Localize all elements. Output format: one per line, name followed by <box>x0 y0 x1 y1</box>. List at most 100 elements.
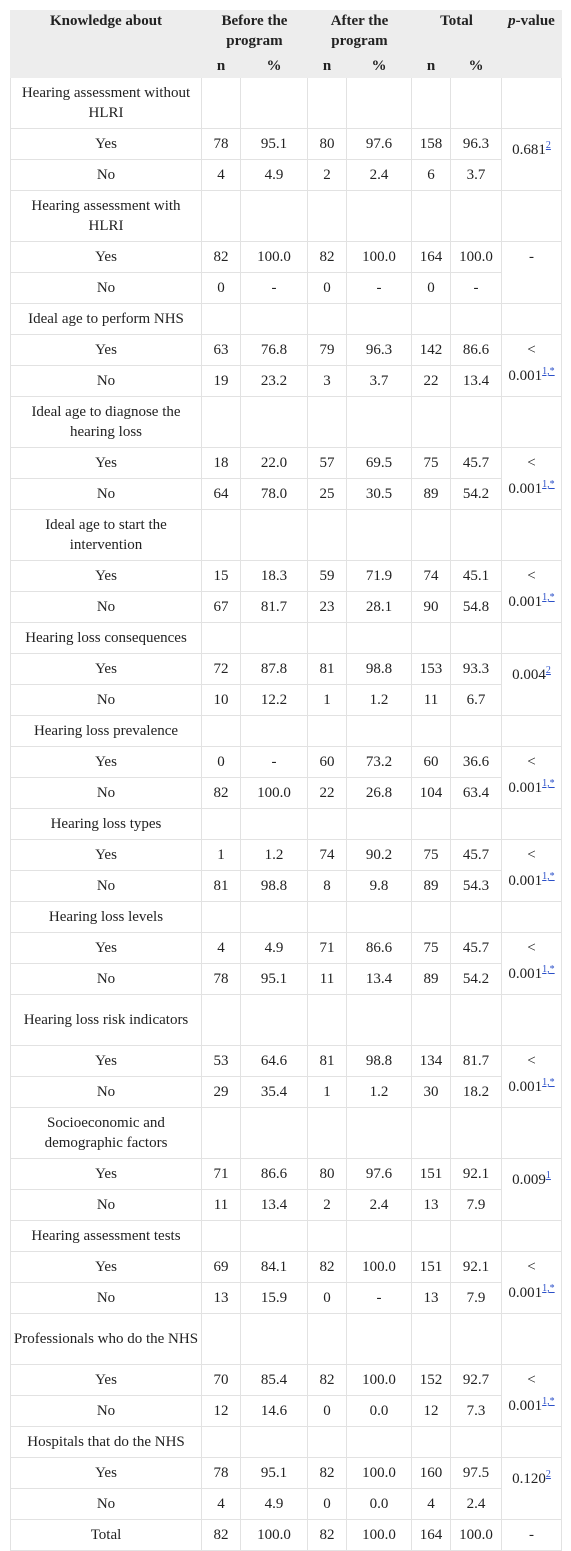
value-cell: 45.7 <box>449 932 503 964</box>
value-cell: 87.8 <box>240 653 308 685</box>
empty-cell <box>201 901 241 933</box>
value-cell: 3.7 <box>346 365 412 397</box>
empty-cell <box>240 808 308 840</box>
section-row: Hearing loss consequences <box>10 622 563 654</box>
p-value-cell: < 0.0011,* <box>501 1045 563 1108</box>
footnote-link[interactable]: 1,* <box>542 1283 555 1294</box>
value-cell: 57 <box>307 447 347 479</box>
data-row: No 64 78.0 25 30.5 89 54.2 <box>10 478 562 510</box>
value-cell: - <box>346 1282 412 1314</box>
empty-cell <box>346 622 412 654</box>
value-cell: 80 <box>307 1158 347 1190</box>
empty-cell <box>346 1220 412 1252</box>
section-row: Hospitals that do the NHS <box>10 1426 563 1458</box>
empty-cell <box>346 509 412 561</box>
total-cell: 164 <box>411 1519 451 1551</box>
value-cell: 92.1 <box>449 1251 503 1283</box>
footnote-link[interactable]: 1,* <box>542 479 555 490</box>
row-label: No <box>10 870 202 902</box>
value-cell: 0 <box>307 272 347 304</box>
footnote-link[interactable]: 1,* <box>542 964 555 975</box>
total-cell: 82 <box>307 1519 347 1551</box>
p-value: < 0.001 <box>508 940 543 982</box>
value-cell: 152 <box>411 1364 451 1396</box>
section-row: Hearing assessment without HLRI <box>10 77 563 129</box>
value-cell: 100.0 <box>346 1364 412 1396</box>
footnote-link[interactable]: 1,* <box>542 366 555 377</box>
empty-cell <box>501 994 563 1046</box>
row-label: No <box>10 1488 202 1520</box>
row-label: No <box>10 272 202 304</box>
empty-cell <box>307 808 347 840</box>
empty-cell <box>240 303 308 335</box>
empty-cell <box>501 77 563 129</box>
empty-cell <box>346 303 412 335</box>
header-blank <box>501 54 563 78</box>
empty-cell <box>501 303 563 335</box>
footnote-ref: 1,* <box>542 1393 555 1407</box>
value-cell: 96.3 <box>346 334 412 366</box>
value-cell: 13 <box>411 1282 451 1314</box>
value-cell: 89 <box>411 870 451 902</box>
empty-cell <box>411 994 451 1046</box>
header-p: p <box>508 13 516 29</box>
empty-cell <box>346 808 412 840</box>
p-value-cell: 0.0042 <box>501 653 563 716</box>
p-value: 0.681 <box>512 142 546 158</box>
value-cell: 134 <box>411 1045 451 1077</box>
empty-cell <box>240 901 308 933</box>
footnote-ref: 2 <box>546 662 551 676</box>
value-cell: 64.6 <box>240 1045 308 1077</box>
empty-cell <box>346 1313 412 1365</box>
footnote-link[interactable]: 2 <box>545 140 551 151</box>
p-value: < 0.001 <box>508 1053 543 1095</box>
empty-cell <box>501 396 563 448</box>
value-cell: 142 <box>411 334 451 366</box>
value-cell: 23.2 <box>240 365 308 397</box>
value-cell: 75 <box>411 447 451 479</box>
value-cell: 15 <box>201 560 241 592</box>
empty-cell <box>307 509 347 561</box>
value-cell: 7.9 <box>449 1282 503 1314</box>
value-cell: 6.7 <box>449 684 503 716</box>
value-cell: 160 <box>411 1457 451 1489</box>
footnote-link[interactable]: 2 <box>545 665 551 676</box>
data-row: Yes 18 22.0 57 69.5 75 45.7 < 0.0011,* <box>10 447 563 510</box>
value-cell: 36.6 <box>449 746 503 778</box>
empty-cell <box>449 901 503 933</box>
footnote-link[interactable]: 1,* <box>542 1396 555 1407</box>
value-cell: 12 <box>201 1395 241 1427</box>
data-row: No 78 95.1 11 13.4 89 54.2 <box>10 963 562 995</box>
p-value-cell: < 0.0011,* <box>501 447 563 510</box>
value-cell: 0.0 <box>346 1488 412 1520</box>
footnote-link[interactable]: 2 <box>545 1469 551 1480</box>
empty-cell <box>307 622 347 654</box>
value-cell: 97.6 <box>346 1158 412 1190</box>
data-row: No 4 4.9 0 0.0 4 2.4 <box>10 1488 562 1520</box>
empty-cell <box>201 994 241 1046</box>
p-value-cell: < 0.0011,* <box>501 746 563 809</box>
value-cell: 12.2 <box>240 684 308 716</box>
footnote-link[interactable]: 1 <box>545 1170 551 1181</box>
total-cell: 100.0 <box>346 1519 412 1551</box>
value-cell: 89 <box>411 963 451 995</box>
value-cell: 2.4 <box>449 1488 503 1520</box>
value-cell: 13 <box>411 1189 451 1221</box>
footnote-link[interactable]: 1,* <box>542 778 555 789</box>
row-label: Yes <box>10 447 202 479</box>
empty-cell <box>201 622 241 654</box>
footnote-link[interactable]: 1,* <box>542 1077 555 1088</box>
value-cell: 75 <box>411 839 451 871</box>
empty-cell <box>449 77 503 129</box>
data-row: No 4 4.9 2 2.4 6 3.7 <box>10 159 562 191</box>
footnote-link[interactable]: 1,* <box>542 871 555 882</box>
value-cell: 81.7 <box>240 591 308 623</box>
table-body: Hearing assessment without HLRI Yes 78 95.1… <box>10 77 563 1551</box>
value-cell: 15.9 <box>240 1282 308 1314</box>
data-row: No 82 100.0 22 26.8 104 63.4 <box>10 777 562 809</box>
footnote-link[interactable]: 1,* <box>542 592 555 603</box>
p-value-cell: < 0.0011,* <box>501 560 563 623</box>
value-cell: 82 <box>201 777 241 809</box>
data-row: No 0-0-0- <box>10 272 562 304</box>
